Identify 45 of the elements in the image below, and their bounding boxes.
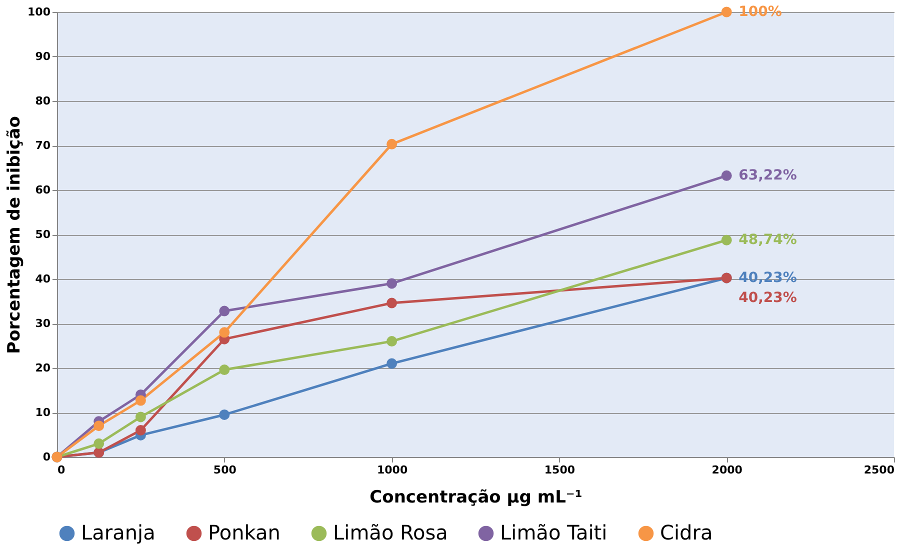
legend-label: Ponkan <box>208 520 280 544</box>
data-label: 63,22% <box>738 168 797 184</box>
point <box>386 138 398 150</box>
data-label: 100% <box>738 4 782 20</box>
x-tick-label: 1500 <box>544 464 576 476</box>
point <box>219 306 230 316</box>
point <box>94 438 104 449</box>
point <box>135 395 146 406</box>
y-tick-label: 10 <box>35 406 51 419</box>
y-tick-label: 50 <box>35 228 51 241</box>
point <box>386 298 398 308</box>
legend-label: Limão Taiti <box>500 520 608 544</box>
point <box>721 234 732 246</box>
x-tick-label: 1000 <box>376 464 408 476</box>
data-label: 48,74% <box>738 232 797 248</box>
x-tick-label: 0 <box>58 464 66 476</box>
y-tick-label: 40 <box>35 272 51 286</box>
point <box>135 412 146 422</box>
point <box>721 170 732 181</box>
y-tick-label: 80 <box>35 94 51 108</box>
point <box>219 364 230 376</box>
y-tick-label: 60 <box>35 184 51 196</box>
x-tick-label: 500 <box>213 464 237 476</box>
y-tick-label: 0 <box>42 450 51 464</box>
point <box>721 6 732 18</box>
y-tick-label: 70 <box>35 139 51 152</box>
x-axis-title: Concentração μg mL⁻¹ <box>370 488 582 508</box>
y-tick-label: 90 <box>35 50 51 63</box>
y-tick-label: 30 <box>35 317 51 330</box>
point <box>386 336 398 347</box>
point <box>135 425 146 436</box>
y-tick-label: 20 <box>35 362 51 374</box>
y-tick-label: 100 <box>28 6 51 18</box>
y-axis-title: Porcentagem de inibição <box>4 116 25 354</box>
x-tick-label: 2000 <box>712 464 743 476</box>
x-tick-label: 2500 <box>864 464 895 476</box>
point <box>219 409 230 420</box>
point <box>94 420 104 432</box>
legend-label: Limão Rosa <box>333 520 448 544</box>
legend-label: Cidra <box>660 520 713 544</box>
data-label: 40,23% <box>738 290 797 306</box>
point <box>386 278 398 289</box>
point <box>386 358 398 369</box>
point <box>219 327 230 338</box>
legend-label: Laranja <box>81 520 156 544</box>
